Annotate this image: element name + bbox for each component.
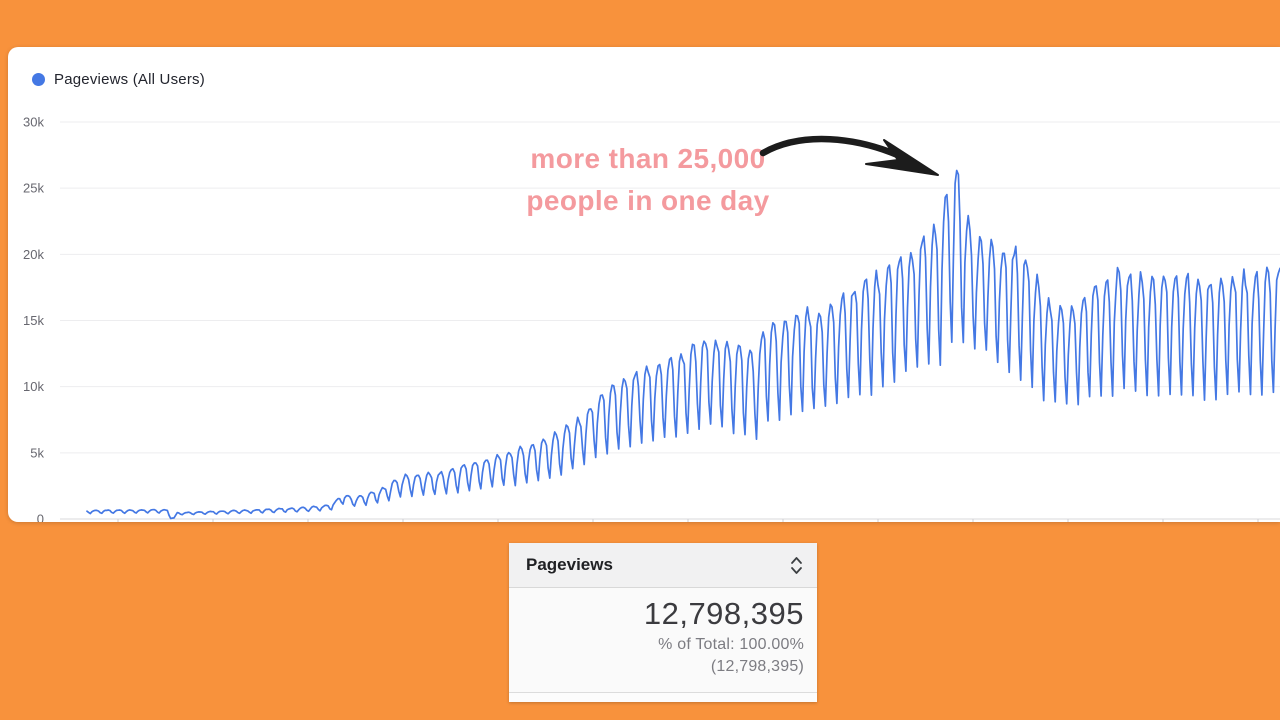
pageviews-line-chart: 0 5k 10k 15k 20k 25k 30k [23,115,1280,523]
chart-legend: Pageviews (All Users) [32,71,205,88]
annotation-text: more than 25,000 people in one day [478,138,818,222]
annotation-line2: people in one day [526,185,770,216]
svg-text:20k: 20k [23,247,44,262]
svg-text:5k: 5k [30,445,44,460]
stat-card-header: Pageviews [509,543,817,588]
svg-text:15k: 15k [23,313,44,328]
annotation-line1: more than 25,000 [530,143,766,174]
chart-panel: Pageviews (All Users) 0 5k 10k 15k 20k 25k 30k… [8,47,1280,522]
svg-text:25k: 25k [23,181,44,196]
legend-dot-icon [32,73,45,86]
stat-value: 12,798,395 [643,596,804,631]
stat-title: Pageviews [526,555,613,574]
sort-unfold-icon[interactable] [790,556,803,575]
annotation-arrow [759,135,939,176]
stat-percent-of-total: % of Total: 100.00% [658,636,804,653]
legend-label: Pageviews (All Users) [54,71,205,88]
stat-total-paren: (12,798,395) [710,658,804,675]
svg-text:0: 0 [37,512,44,523]
stat-card-footer [509,692,817,702]
svg-text:30k: 30k [23,115,44,130]
stat-card: Pageviews 12,798,395 % of Total: 100.00%… [509,543,817,702]
stat-card-body: 12,798,395 % of Total: 100.00% (12,798,3… [509,588,817,692]
svg-text:10k: 10k [23,379,44,394]
